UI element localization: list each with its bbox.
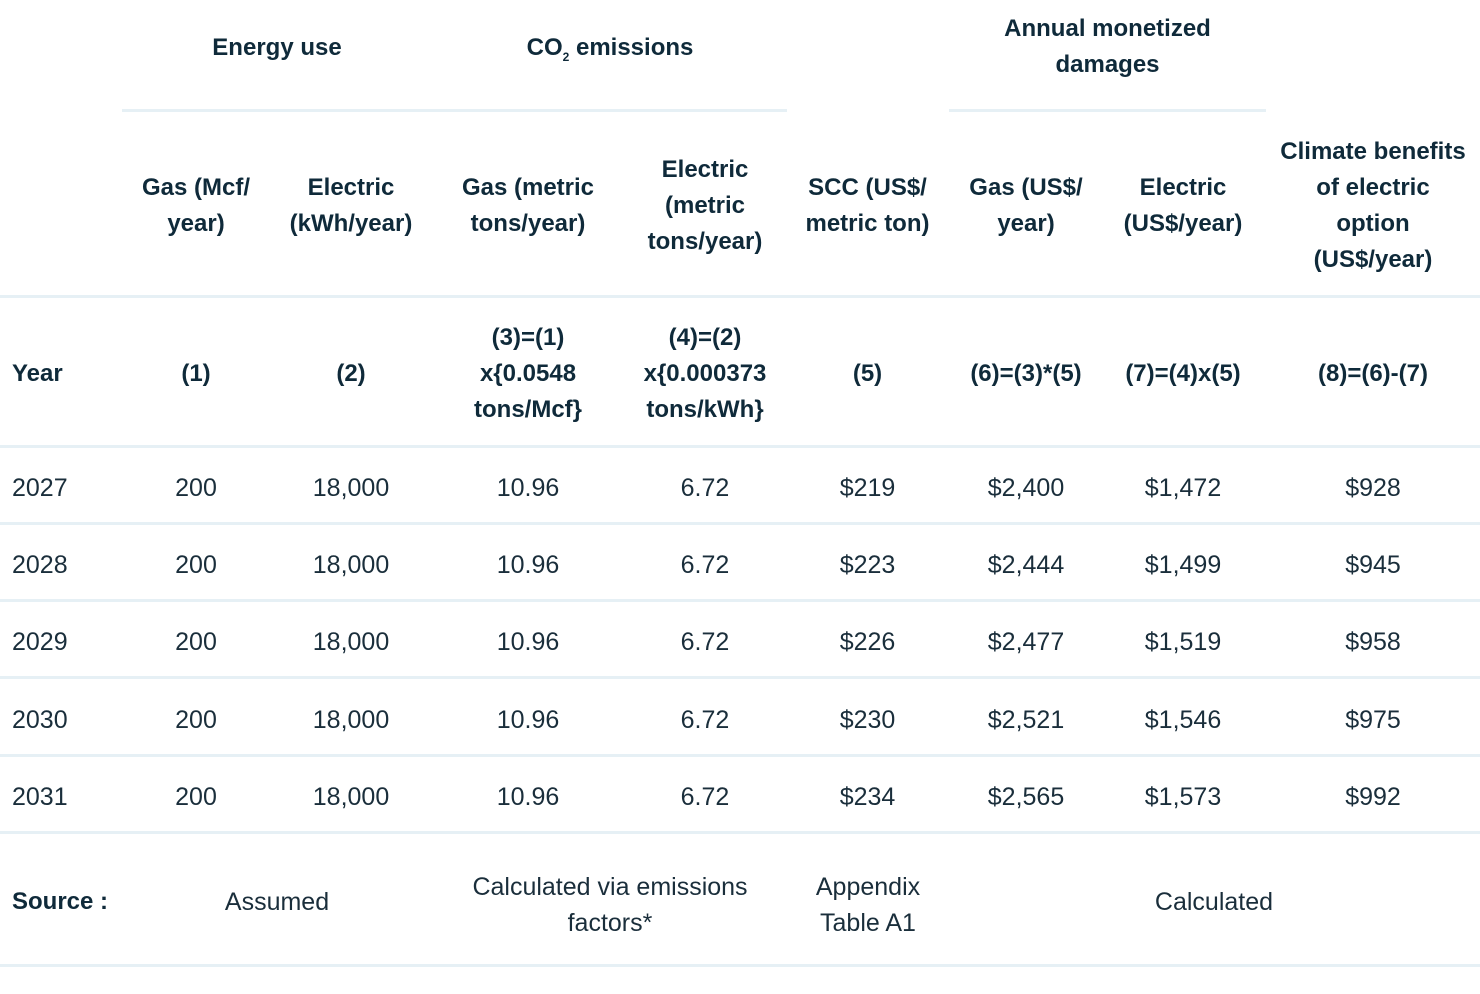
row-rule xyxy=(0,676,1480,680)
formula-rule xyxy=(0,445,1480,448)
formula-col-5: (5) xyxy=(852,360,883,387)
cell-gas-tons: 10.96 xyxy=(496,628,560,657)
formula-col-3: (3)=(1) x{0.0548 tons/Mcf} xyxy=(474,324,582,423)
cell-gas-usd: $2,521 xyxy=(987,705,1065,734)
formula-col-8: (8)=(6)-(7) xyxy=(1317,360,1428,387)
cell-electric-tons: 6.72 xyxy=(680,782,730,811)
row-rule xyxy=(0,599,1480,603)
cell-scc: $219 xyxy=(839,474,896,502)
cell-year: 2029 xyxy=(12,628,68,657)
cell-electric-kwh: 18,000 xyxy=(312,551,390,580)
formula-col-7: (7)=(4)x(5) xyxy=(1125,360,1241,387)
cell-gas-tons: 10.96 xyxy=(496,474,560,502)
row-rule xyxy=(0,522,1480,525)
cell-electric-tons: 6.72 xyxy=(680,551,730,580)
cell-electric-kwh: 18,000 xyxy=(312,705,390,734)
co2-subscript: 2 xyxy=(562,50,570,64)
group-header-co2-emissions: CO2 emissions xyxy=(440,30,780,66)
cell-scc: $223 xyxy=(839,551,896,580)
group-header-annual-damages: Annual monetized damages xyxy=(1004,15,1211,78)
cell-year: 2031 xyxy=(12,782,68,811)
cell-year: 2028 xyxy=(12,551,68,580)
cell-gas-tons: 10.96 xyxy=(496,705,560,734)
cell-electric-tons: 6.72 xyxy=(680,474,730,502)
cell-climate-benefit: $945 xyxy=(1345,551,1401,580)
cell-electric-tons: 6.72 xyxy=(680,628,730,657)
co2-prefix: CO xyxy=(526,34,563,61)
cell-gas-usd: $2,400 xyxy=(987,474,1065,502)
cell-gas-usd: $2,565 xyxy=(987,782,1065,811)
cell-electric-kwh: 18,000 xyxy=(312,628,390,657)
row-rule xyxy=(0,830,1480,834)
col-header-gas-usd: Gas (US$/ year) xyxy=(969,174,1083,237)
col-header-climate-benefits: Climate benefits of electric option (US$… xyxy=(1280,138,1466,273)
header-rule xyxy=(0,295,1480,298)
bottom-rule xyxy=(0,964,1480,967)
source-calculated: Calculated xyxy=(1154,888,1274,916)
cell-electric-usd: $1,472 xyxy=(1144,474,1222,502)
cell-electric-kwh: 18,000 xyxy=(312,474,390,502)
col-header-scc: SCC (US$/ metric ton) xyxy=(805,174,930,237)
cell-year: 2030 xyxy=(12,705,68,734)
cell-electric-usd: $1,573 xyxy=(1144,782,1222,811)
row-rule xyxy=(0,753,1480,757)
co2-suffix: emissions xyxy=(569,34,694,61)
col-header-gas-metric-tons: Gas (metric tons/year) xyxy=(461,174,595,237)
source-calculated-emissions: Calculated via emissions factors* xyxy=(472,873,748,937)
cell-scc: $234 xyxy=(839,782,896,811)
cell-climate-benefit: $992 xyxy=(1345,782,1401,811)
col-header-electric-usd: Electric (US$/year) xyxy=(1123,174,1243,237)
col-header-electric-metric-tons: Electric (metric tons/year) xyxy=(647,156,763,255)
cell-electric-kwh: 18,000 xyxy=(312,782,390,811)
cell-electric-tons: 6.72 xyxy=(680,705,730,734)
source-appendix: Appendix Table A1 xyxy=(815,873,921,937)
cell-gas-tons: 10.96 xyxy=(496,551,560,580)
formula-col-2: (2) xyxy=(336,360,366,387)
cell-gas-mcf: 200 xyxy=(175,628,217,657)
cell-gas-tons: 10.96 xyxy=(496,782,560,811)
cell-scc: $230 xyxy=(839,705,896,734)
cell-electric-usd: $1,546 xyxy=(1144,705,1222,734)
group-header-energy-use: Energy use xyxy=(212,34,342,61)
cell-climate-benefit: $928 xyxy=(1345,474,1401,502)
cell-gas-mcf: 200 xyxy=(175,551,217,580)
cell-gas-usd: $2,477 xyxy=(987,628,1065,657)
formula-col-1: (1) xyxy=(181,360,211,387)
group-rule-damages xyxy=(949,109,1266,112)
formula-col-4: (4)=(2) x{0.000373 tons/kWh} xyxy=(643,324,767,423)
source-label: Source : xyxy=(12,888,109,915)
cell-gas-usd: $2,444 xyxy=(987,551,1065,580)
cell-gas-mcf: 200 xyxy=(175,474,217,502)
cell-scc: $226 xyxy=(839,628,896,657)
cell-electric-usd: $1,499 xyxy=(1144,551,1222,580)
source-assumed: Assumed xyxy=(224,888,330,916)
cell-climate-benefit: $975 xyxy=(1345,705,1401,734)
cell-electric-usd: $1,519 xyxy=(1144,628,1222,657)
cell-year: 2027 xyxy=(12,474,68,502)
group-rule-energy-co2 xyxy=(122,109,787,112)
formula-col-6: (6)=(3)*(5) xyxy=(970,360,1082,387)
cell-gas-mcf: 200 xyxy=(175,705,217,734)
year-label: Year xyxy=(12,360,63,387)
cell-gas-mcf: 200 xyxy=(175,782,217,811)
col-header-gas-mcf: Gas (Mcf/ year) xyxy=(141,174,251,237)
col-header-electric-kwh: Electric (kWh/year) xyxy=(289,174,413,237)
cell-climate-benefit: $958 xyxy=(1345,628,1401,657)
